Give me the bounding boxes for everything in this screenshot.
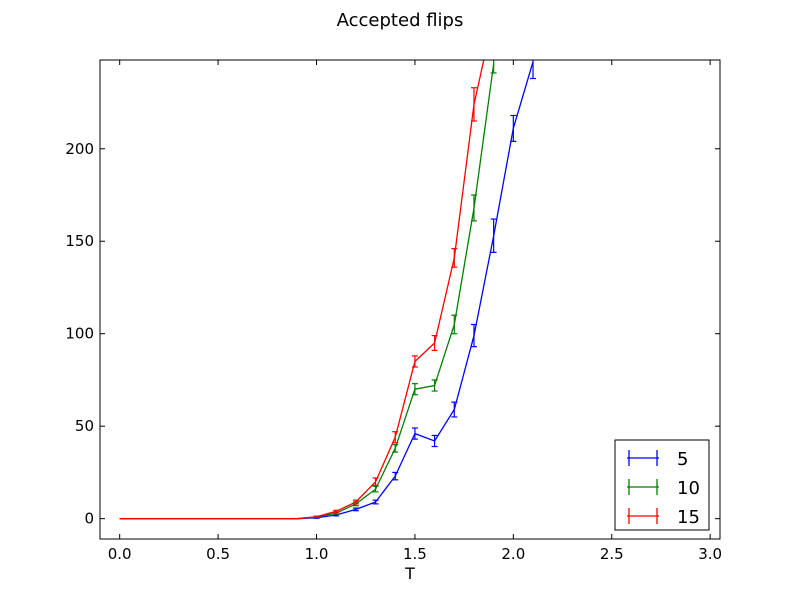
chart-title: Accepted flips <box>337 10 464 31</box>
y-tick-label: 200 <box>65 140 94 158</box>
axis-layer: 0.0 0.5 1.0 1.5 2.0 2.5 3.0 0 50 100 150 200 <box>65 60 722 563</box>
error-bar-15 <box>313 515 320 518</box>
legend: 5 10 15 <box>614 439 710 531</box>
error-bar-5 <box>352 507 359 512</box>
error-bar-5 <box>411 427 418 440</box>
legend-item-10: 10 <box>627 478 700 499</box>
x-tick-label: 0.5 <box>206 545 230 563</box>
series-10 <box>119 60 497 520</box>
error-bar-5 <box>470 323 477 348</box>
error-bar-5 <box>490 218 497 253</box>
series-line-10 <box>119 63 495 520</box>
error-bar-15 <box>411 355 418 368</box>
error-bar-5 <box>392 471 399 481</box>
series-layer <box>119 60 537 520</box>
x-axis-label: T <box>404 564 415 583</box>
error-bar-15 <box>333 509 340 513</box>
error-bar-5 <box>530 60 537 80</box>
legend-label: 10 <box>677 478 700 499</box>
legend-item-5: 5 <box>627 449 688 470</box>
error-bar-15 <box>372 477 379 486</box>
legend-item-15: 15 <box>627 507 700 528</box>
x-tick-label: 2.0 <box>501 545 525 563</box>
legend-label: 5 <box>677 449 688 470</box>
y-tick-label: 0 <box>84 510 94 528</box>
error-bar-10 <box>392 444 399 453</box>
error-bar-10 <box>431 379 438 392</box>
error-bar-15 <box>470 87 477 122</box>
error-bar-10 <box>411 383 418 396</box>
x-tick-label: 3.0 <box>698 545 722 563</box>
error-bar-10 <box>451 314 458 335</box>
error-bar-10 <box>372 485 379 493</box>
error-bar-5 <box>510 114 517 142</box>
error-bar-15 <box>352 499 359 505</box>
error-bar-5 <box>451 401 458 418</box>
error-bar-5 <box>372 499 379 505</box>
error-bar-5 <box>431 434 438 448</box>
y-tick-label: 150 <box>65 232 94 250</box>
legend-label: 15 <box>677 507 700 528</box>
error-bar-15 <box>392 431 399 444</box>
x-tick-label: 1.5 <box>403 545 427 563</box>
x-tick-label: 2.5 <box>600 545 624 563</box>
x-tick-label: 1.0 <box>305 545 329 563</box>
error-bar-15 <box>451 248 458 268</box>
x-tick-label: 0.0 <box>108 545 132 563</box>
plot-frame <box>99 59 721 540</box>
error-bar-10 <box>490 60 497 74</box>
error-bar-15 <box>431 334 438 351</box>
series-line-15 <box>119 60 485 520</box>
y-tick-label: 50 <box>75 417 94 435</box>
y-tick-label: 100 <box>65 325 94 343</box>
series-15 <box>119 60 485 520</box>
legend-box <box>614 439 710 531</box>
error-bar-10 <box>470 194 477 222</box>
